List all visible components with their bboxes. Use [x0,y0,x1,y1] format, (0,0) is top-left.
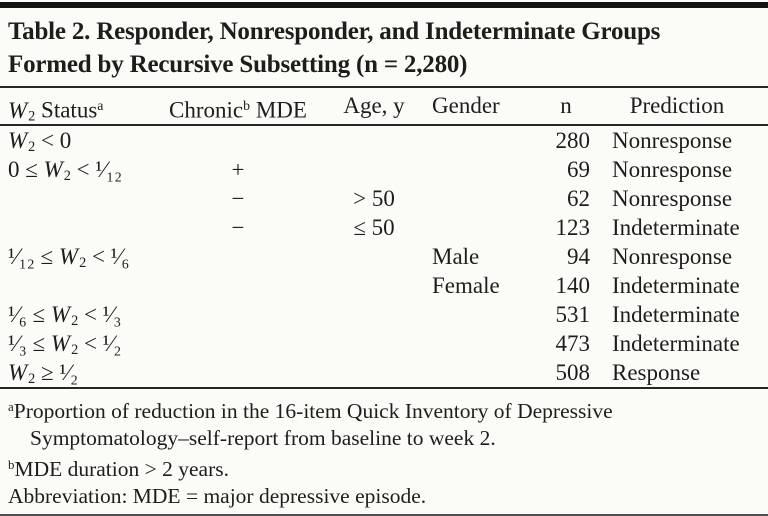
table-title-line2: Formed by Recursive Subsetting (n = 2,28… [8,51,468,78]
cell-gender [430,358,542,394]
table-title-line1: Table 2. Responder, Nonresponder, and In… [8,18,661,45]
cell-prediction: Indeterminate [612,273,740,298]
cell-n: 69 [567,157,590,182]
table-row: W2 ≥ ¹⁄₂ 508 Response [0,358,768,387]
column-header-w2-status: W2 Statusa [8,88,158,135]
footnote-b-marker: b [8,458,15,473]
cell-n: 531 [555,302,591,327]
footnote-b: bMDE duration > 2 years. [8,457,229,482]
cell-w2-status: W2 ≥ ¹⁄₂ [8,360,79,388]
mde-label: MDE [250,97,307,123]
column-header-age: Age, y [343,93,405,118]
table-row: 0 ≤ W2 < ¹⁄₁₂ + 69 Nonresponse [0,155,768,184]
chronic-label: Chronic [169,97,244,123]
cell-chronic-mde: + [231,157,245,182]
cell-chronic-mde: − [231,215,245,240]
w2-variable: W [8,97,28,123]
w2-status-label: Status [35,97,98,123]
cell-prediction: Nonresponse [612,128,733,153]
footnote-a-marker: a [97,98,104,113]
column-header-chronic-mde: Chronicb MDE [158,88,318,135]
cell-n: 140 [555,273,591,298]
footnotes: aProportion of reduction in the 16-item … [0,389,768,510]
cell-age: > 50 [353,186,395,211]
body-divider-rule [0,387,768,389]
footnote-a-line2: Symptomatology–self-report from baseline… [30,426,496,451]
table-row: ¹⁄₃ ≤ W2 < ¹⁄₂ 473 Indeterminate [0,329,768,358]
cell-prediction: Nonresponse [612,244,733,269]
column-header-gender: Gender [432,93,500,118]
cell-chronic-mde: − [231,186,245,211]
cell-w2-status: 0 ≤ W2 < ¹⁄₁₂ [8,157,123,185]
cell-prediction: Indeterminate [612,215,740,240]
cell-n: 123 [555,215,591,240]
footnote-b-marker: b [243,98,251,113]
cell-n: 62 [567,186,590,211]
table-title: Table 2. Responder, Nonresponder, and In… [0,8,768,86]
table-body: W2 < 0 280 Nonresponse 0 ≤ W2 < ¹⁄₁₂ + 6… [0,126,768,387]
table-row: ¹⁄₆ ≤ W2 < ¹⁄₃ 531 Indeterminate [0,300,768,329]
cell-n: 94 [567,244,590,269]
header-divider-rule [0,124,768,126]
bottom-rule [0,514,768,516]
table-row: W2 < 0 280 Nonresponse [0,126,768,155]
cell-w2-status: ¹⁄₁₂ ≤ W2 < ¹⁄₆ [8,244,130,272]
cell-prediction: Nonresponse [612,186,733,211]
table-row: − > 50 62 Nonresponse [0,184,768,213]
table-row: Female 140 Indeterminate [0,271,768,300]
cell-prediction: Indeterminate [612,302,740,327]
cell-n: 473 [555,331,591,356]
title-divider-rule [0,86,768,88]
table-row: − ≤ 50 123 Indeterminate [0,213,768,242]
footnote-a-line1: aProportion of reduction in the 16-item … [8,399,613,424]
cell-prediction: Response [612,360,701,385]
cell-chronic-mde [158,358,318,394]
footnote-a-marker: a [8,400,14,414]
cell-prediction: Nonresponse [612,157,733,182]
cell-prediction: Indeterminate [612,331,740,356]
cell-age: ≤ 50 [353,215,395,240]
column-header-prediction: Prediction [629,93,725,118]
cell-age [318,358,430,394]
cell-w2-status: W2 < 0 [8,128,72,156]
cell-gender: Male [432,244,480,269]
top-rule [0,2,768,8]
cell-gender: Female [432,273,500,298]
cell-w2-status: ¹⁄₆ ≤ W2 < ¹⁄₃ [8,302,122,330]
w2-subscript: 2 [28,108,36,125]
abbreviation-note: Abbreviation: MDE = major depressive epi… [8,484,427,509]
cell-w2-status: ¹⁄₃ ≤ W2 < ¹⁄₂ [8,331,122,359]
cell-n: 508 [555,360,591,385]
column-header-row: W2 Statusa Chronicb MDE Age, y Gender n … [0,88,768,125]
column-header-n: n [560,93,572,118]
cell-n: 280 [555,128,591,153]
table-row: ¹⁄₁₂ ≤ W2 < ¹⁄₆ Male 94 Nonresponse [0,242,768,271]
